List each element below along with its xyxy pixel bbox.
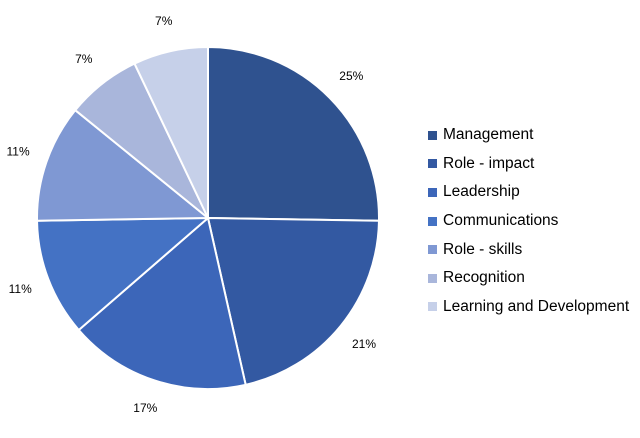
slice-communications: [36, 216, 211, 332]
legend-swatch: [428, 187, 437, 197]
legend-swatch: [428, 159, 437, 169]
percent-label-role-impact: 21%: [352, 337, 376, 351]
percent-label-role-skills: 11%: [7, 144, 30, 158]
pie-chart: 25% 21% 17% 11% 11% 7% 7%: [7, 14, 380, 415]
slice-role-skills: [36, 108, 211, 222]
legend-item-role-impact: Role - impact: [428, 150, 629, 179]
pie-slices: [36, 45, 380, 390]
legend-swatch: [428, 302, 437, 312]
percent-label-management: 25%: [339, 69, 363, 83]
legend-swatch: [428, 130, 437, 140]
percent-label-learning-and-development: 7%: [155, 14, 173, 28]
legend-label: Learning and Development: [443, 297, 630, 315]
percent-label-communications: 11%: [9, 282, 32, 296]
legend-item-leadership: Leadership: [428, 178, 629, 207]
legend: Management Role - impact Leadership Communi…: [428, 121, 629, 321]
legend-label: Role - skills: [443, 240, 523, 258]
legend-item-learning-and-development: Learning and Development: [428, 293, 629, 322]
legend-swatch: [428, 273, 437, 283]
legend-label: Recognition: [443, 269, 525, 287]
percent-label-recognition: 7%: [75, 52, 93, 66]
slice-learning-and-development: [133, 45, 209, 219]
pie-percent-labels: 25% 21% 17% 11% 11% 7% 7%: [7, 14, 377, 415]
legend-item-role-skills: Role - skills: [428, 235, 629, 264]
percent-label-leadership: 17%: [133, 401, 157, 415]
legend-item-recognition: Recognition: [428, 264, 629, 293]
legend-item-management: Management: [428, 121, 629, 150]
legend-label: Leadership: [443, 183, 520, 201]
legend-label: Management: [443, 126, 534, 144]
slice-management: [207, 45, 380, 222]
slice-role-impact: [206, 216, 380, 386]
legend-label: Role - impact: [443, 154, 535, 172]
slice-leadership: [77, 216, 247, 390]
legend-item-communications: Communications: [428, 207, 629, 236]
legend-label: Communications: [443, 212, 559, 230]
legend-swatch: [428, 245, 437, 255]
legend-swatch: [428, 216, 437, 226]
